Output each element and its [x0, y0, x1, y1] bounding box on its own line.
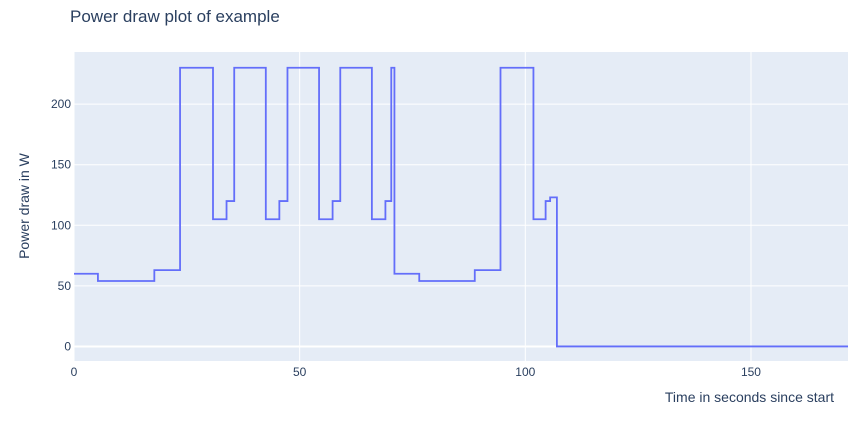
x-tick-label: 100 [515, 365, 535, 379]
x-tick-label: 50 [293, 365, 307, 379]
x-gridlines [73, 52, 752, 361]
x-tick-label: 150 [741, 365, 761, 379]
y-tick-label: 100 [51, 218, 71, 232]
power-series-line [74, 66, 848, 348]
y-tick-label: 50 [58, 279, 72, 293]
y-tick-labels: 0 50 100 150 200 [51, 97, 71, 353]
x-tick-label: 0 [71, 365, 78, 379]
y-tick-label: 0 [64, 339, 71, 353]
x-tick-labels: 0 50 100 150 [71, 365, 762, 379]
plot-area [74, 52, 848, 361]
chart-title: Power draw plot of example [70, 7, 280, 26]
y-tick-label: 200 [51, 97, 71, 111]
y-axis-title: Power draw in W [16, 152, 32, 259]
x-axis-title: Time in seconds since start [665, 389, 834, 405]
y-tick-label: 150 [51, 158, 71, 172]
